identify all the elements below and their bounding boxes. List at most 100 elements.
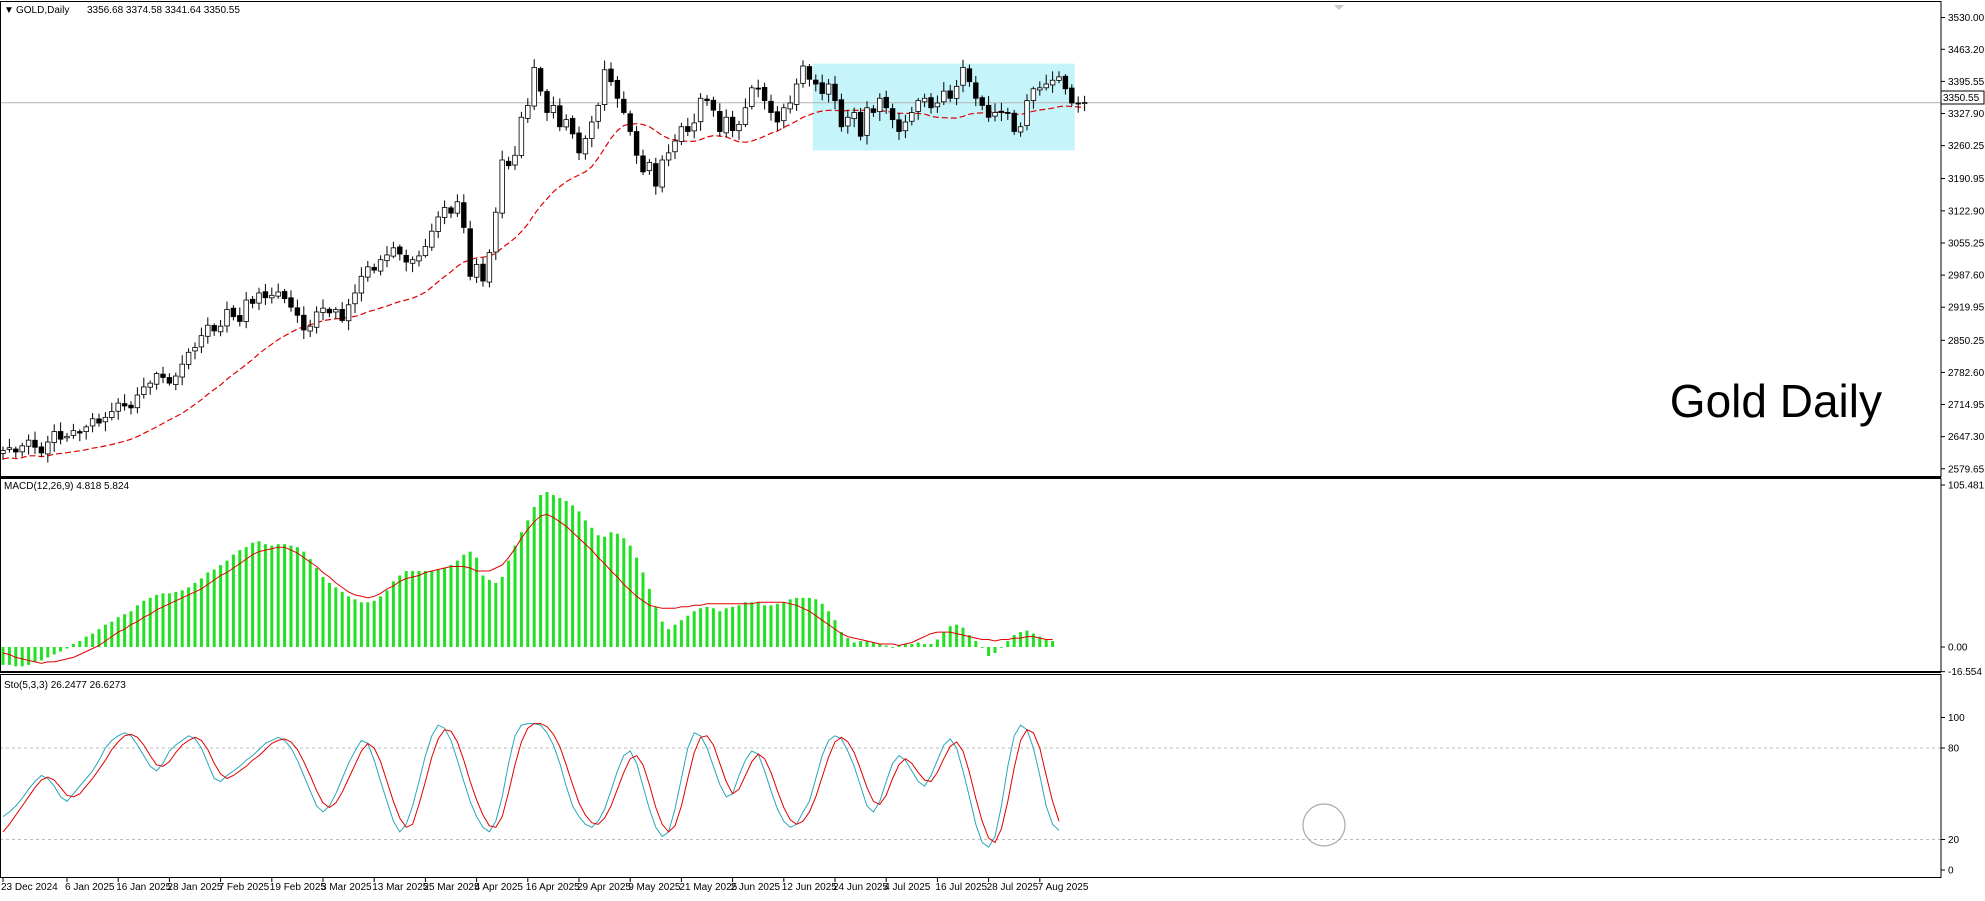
candle-body [461, 202, 467, 228]
candle-body [301, 314, 307, 331]
candle-body [38, 446, 45, 454]
current-price-tag [1940, 90, 1985, 105]
candle-body [717, 111, 723, 132]
candle-body [781, 107, 787, 122]
candle-body [665, 152, 672, 161]
symbol-menu-arrow[interactable]: ▼ [4, 5, 14, 16]
candle-body [0, 450, 6, 454]
price-axis-tick-label: 3260.25 [1948, 141, 1985, 152]
macd-histogram-bar [660, 621, 664, 647]
candle-body [646, 161, 653, 172]
candle-body [262, 291, 269, 299]
candle-body [608, 68, 614, 83]
candle-body [281, 291, 288, 300]
candle-body [377, 259, 384, 272]
macd-histogram-bar [916, 642, 920, 647]
macd-axis-tick-label: 105.481 [1948, 481, 1985, 492]
time-axis-label: 16 Jan 2025 [116, 882, 171, 893]
stochastic-axis-tick-label: 80 [1948, 744, 1960, 755]
macd-histogram-bar [481, 575, 485, 647]
candle-body [723, 116, 729, 134]
candle-body [339, 309, 345, 321]
candle-body [1037, 87, 1043, 91]
macd-histogram-bar [519, 532, 523, 647]
macd-histogram-bar [788, 599, 792, 647]
candle-body [525, 104, 531, 119]
price-axis-tick-label: 2579.65 [1948, 464, 1985, 475]
macd-histogram-bar [558, 498, 562, 647]
price-axis-tick-label: 3122.90 [1948, 206, 1985, 217]
time-axis-label: 3 Mar 2025 [321, 882, 372, 893]
macd-histogram-bar [878, 644, 882, 647]
candle-body [755, 87, 761, 90]
candle-body [627, 113, 633, 132]
candle-body [237, 315, 243, 322]
candle-body [1043, 83, 1049, 89]
macd-histogram-bar [14, 647, 18, 667]
time-axis-label: 7 Aug 2025 [1038, 882, 1089, 893]
macd-histogram-bar [974, 641, 978, 647]
candle-body [121, 403, 128, 407]
macd-histogram-bar [231, 554, 235, 647]
candle-body [582, 138, 589, 155]
macd-histogram-bar [359, 602, 363, 647]
price-axis-tick-label: 3395.55 [1948, 77, 1985, 88]
candle-body [1030, 88, 1037, 101]
candle-body [537, 68, 544, 92]
price-axis-tick-label: 3463.20 [1948, 45, 1985, 56]
macd-histogram-bar [404, 571, 408, 647]
macd-histogram-bar [7, 647, 11, 665]
price-axis-tick-label: 3055.25 [1948, 238, 1985, 249]
candle-body [595, 104, 601, 122]
macd-histogram-bar [539, 495, 543, 647]
candle-body [77, 431, 83, 434]
macd-histogram-bar [718, 611, 722, 647]
candle-body [275, 291, 281, 297]
candle-body [83, 426, 89, 433]
macd-histogram-bar [193, 582, 197, 647]
candle-body [454, 201, 461, 214]
macd-histogram-bar [814, 599, 818, 647]
macd-histogram-bar [219, 565, 223, 647]
candle-body [365, 266, 371, 278]
scroll-marker-icon[interactable] [1334, 5, 1344, 10]
candle-body [659, 159, 665, 188]
candle-body [326, 308, 333, 314]
macd-histogram-bar [423, 571, 427, 647]
macd-histogram-bar [1019, 632, 1023, 647]
stochastic-axis-tick-label: 20 [1948, 835, 1960, 846]
price-axis: 3530.00 3463.20 3395.55 3327.90 3260.25 3190.… [1941, 13, 1985, 877]
candle-body [230, 307, 237, 318]
candle-body [499, 159, 505, 214]
candle-body [678, 126, 685, 142]
candle-body [563, 119, 569, 128]
candle-body [896, 119, 902, 132]
time-axis-label: 2 Jun 2025 [731, 882, 781, 893]
macd-histogram-bar [129, 611, 133, 647]
macd-histogram-bar [385, 590, 389, 647]
candle-body [710, 99, 717, 111]
macd-histogram-bar [411, 571, 415, 647]
candle-body [985, 104, 992, 118]
candle-body [32, 439, 38, 448]
macd-histogram-bar [430, 571, 434, 647]
macd-histogram-bar [353, 599, 357, 647]
time-axis-label: 19 Feb 2025 [270, 882, 327, 893]
macd-histogram-bar [839, 632, 843, 647]
candle-body [128, 404, 134, 409]
candle-body [825, 83, 832, 95]
macd-histogram-bar [545, 492, 549, 647]
candle-body [25, 439, 32, 447]
candle-body [409, 259, 416, 264]
stochastic-axis-tick-label: 100 [1948, 713, 1965, 724]
macd-histogram-bar [347, 596, 351, 647]
macd-histogram-bar [910, 644, 914, 647]
price-axis-tick-label: 2987.60 [1948, 271, 1985, 282]
macd-histogram-bar [206, 572, 210, 647]
macd-histogram-bar [635, 557, 639, 647]
macd-histogram-bar [750, 602, 754, 647]
macd-histogram-bar [705, 606, 709, 647]
macd-histogram-bar [20, 647, 24, 667]
macd-histogram-bar [295, 547, 299, 647]
